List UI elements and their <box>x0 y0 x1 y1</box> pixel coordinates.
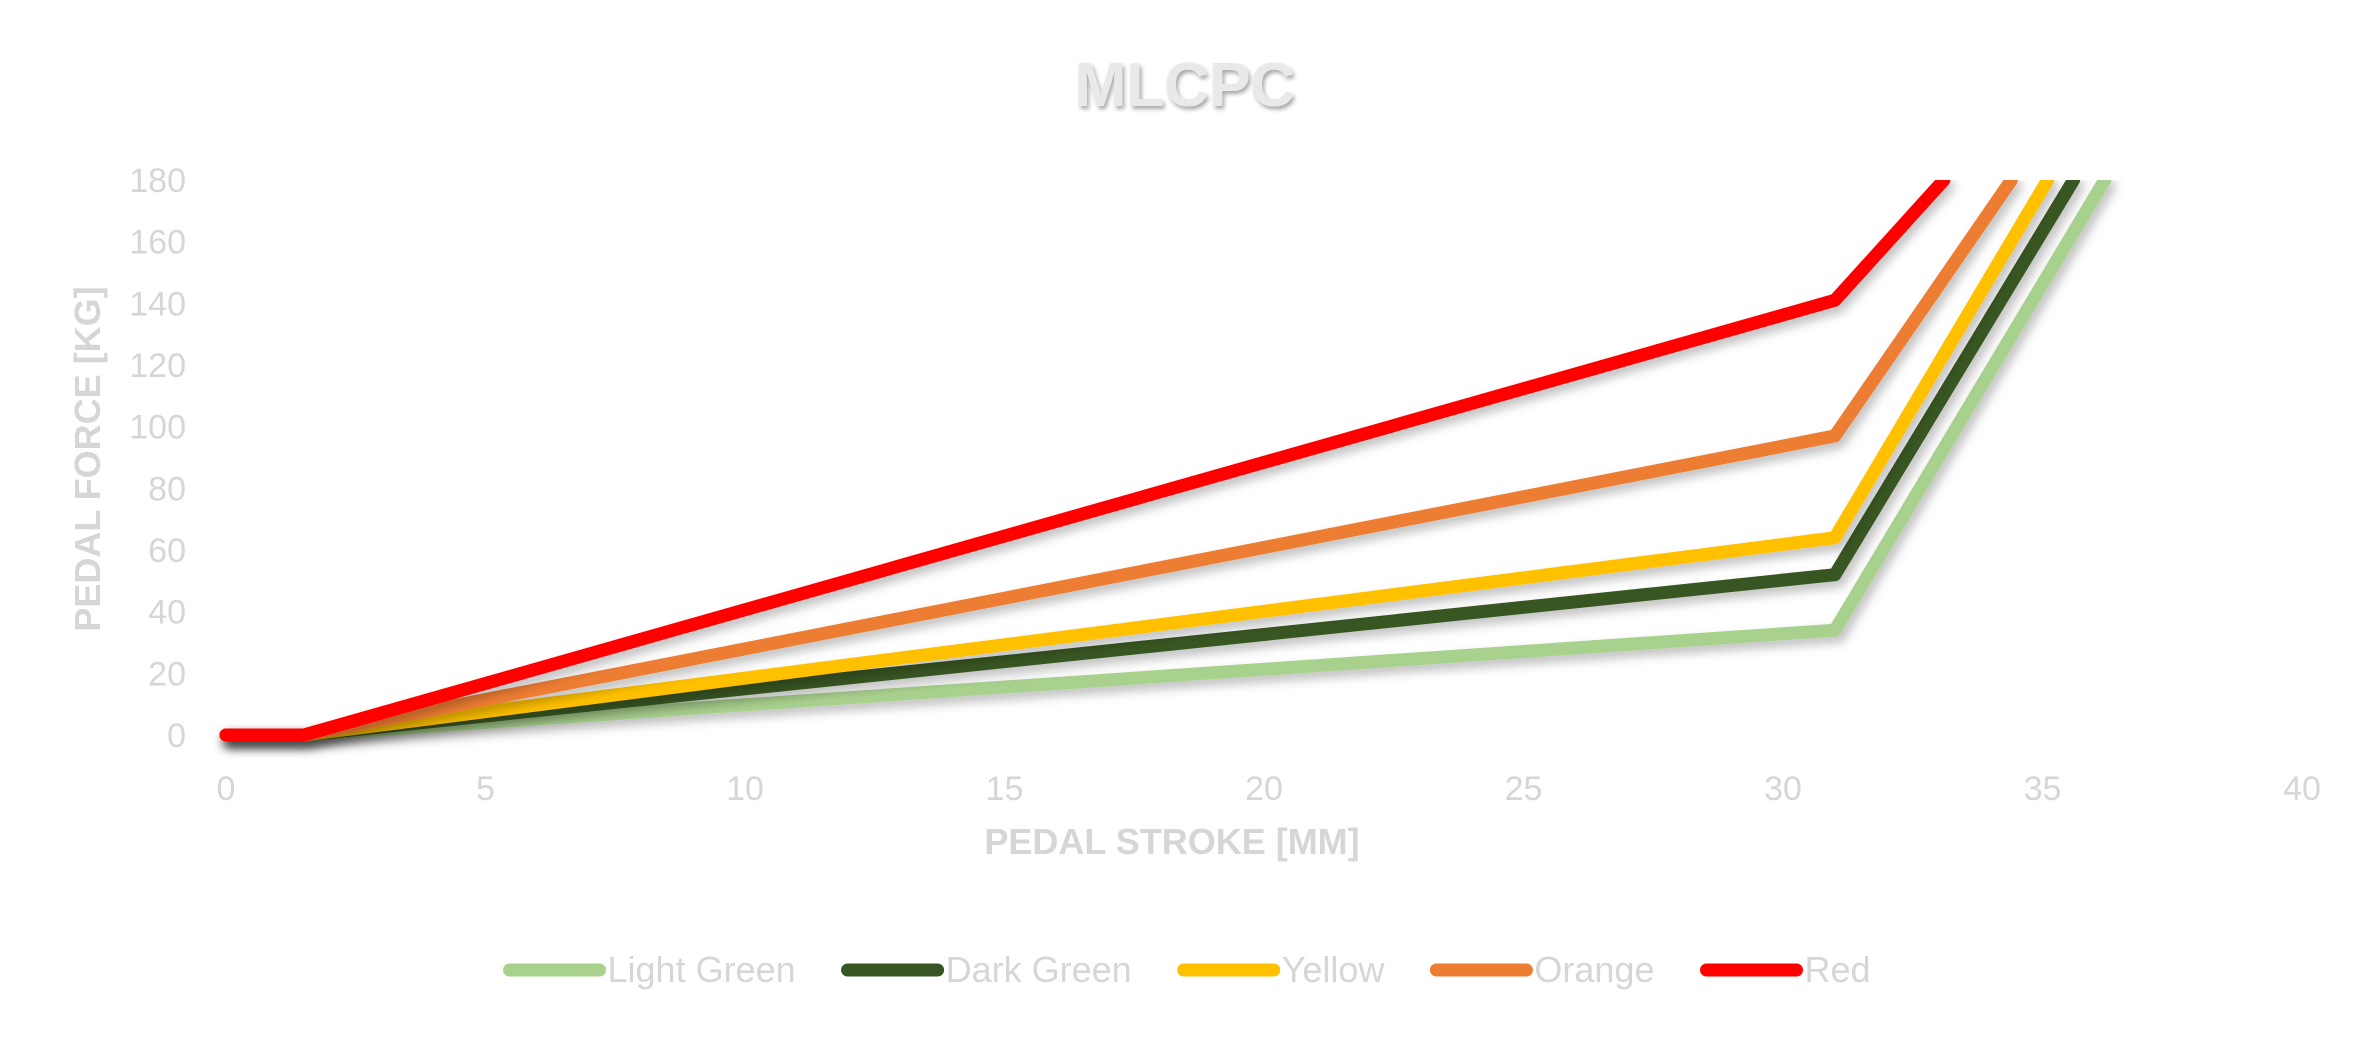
legend: Light Green Dark Green Yellow Orange Red <box>503 949 1871 990</box>
series-line-dark-green <box>219 180 2081 742</box>
y-tick-label: 20 <box>148 655 186 693</box>
legend-label: Orange <box>1534 949 1654 990</box>
series-line-light-green <box>219 180 2112 742</box>
y-tick-label: 140 <box>129 285 186 323</box>
y-tick-label: 60 <box>148 532 186 570</box>
x-tick-label: 10 <box>726 770 764 808</box>
y-axis-ticks: 0 20 40 60 80 100 120 140 160 180 <box>129 162 186 755</box>
x-tick-label: 35 <box>2024 770 2062 808</box>
legend-item-yellow: Yellow <box>1177 949 1386 990</box>
legend-label: Dark Green <box>946 949 1132 990</box>
legend-item-orange: Orange <box>1429 949 1654 990</box>
plot-area <box>219 180 2112 742</box>
x-tick-label: 20 <box>1245 770 1283 808</box>
x-tick-label: 40 <box>2283 770 2321 808</box>
y-tick-label: 80 <box>148 470 186 508</box>
legend-label: Light Green <box>608 949 796 990</box>
x-tick-label: 25 <box>1505 770 1543 808</box>
legend-item-red: Red <box>1700 949 1871 990</box>
legend-item-light-green: Light Green <box>503 949 796 990</box>
x-axis-ticks: 0 5 10 15 20 25 30 35 40 <box>217 770 2321 808</box>
y-tick-label: 180 <box>129 162 186 200</box>
y-tick-label: 160 <box>129 224 186 262</box>
y-tick-label: 100 <box>129 409 186 447</box>
x-tick-label: 30 <box>1764 770 1802 808</box>
x-tick-label: 0 <box>217 770 236 808</box>
series-line-red <box>219 180 1951 742</box>
legend-label: Red <box>1805 949 1871 990</box>
x-axis-title: PEDAL STROKE [MM] <box>984 821 1359 862</box>
y-tick-label: 40 <box>148 594 186 632</box>
y-axis-title: PEDAL FORCE [KG] <box>67 286 108 631</box>
legend-label: Yellow <box>1282 949 1386 990</box>
x-tick-label: 5 <box>476 770 495 808</box>
chart-title: MLCPC <box>1075 51 1295 120</box>
legend-item-dark-green: Dark Green <box>841 949 1132 990</box>
x-tick-label: 15 <box>986 770 1024 808</box>
y-tick-label: 0 <box>167 717 186 755</box>
y-tick-label: 120 <box>129 347 186 385</box>
